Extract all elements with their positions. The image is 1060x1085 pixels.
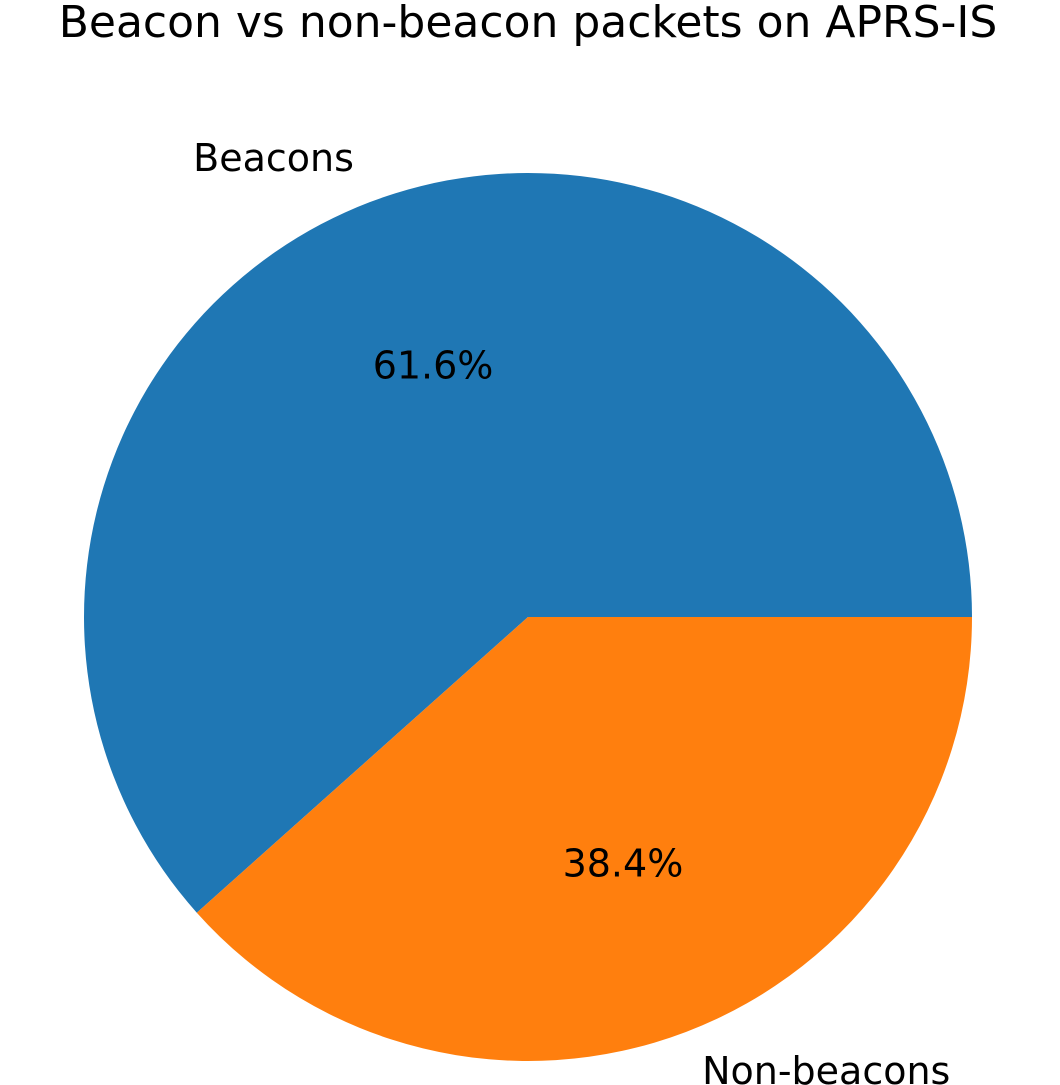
pie-slice-beacons xyxy=(83,173,973,913)
slice-percent-label: 38.4% xyxy=(563,841,684,885)
pie-labels: Beacons 61.6% Non-beacons 38.4% xyxy=(193,136,950,1085)
chart-title: Beacon vs non-beacon packets on APRS-IS xyxy=(59,0,998,48)
slice-label: Beacons xyxy=(193,136,354,180)
pie-slice-non-beacons xyxy=(196,617,972,1062)
slice-label: Non-beacons xyxy=(702,1049,950,1085)
slice-percent-label: 61.6% xyxy=(373,344,494,388)
pie-slices xyxy=(83,173,973,1062)
